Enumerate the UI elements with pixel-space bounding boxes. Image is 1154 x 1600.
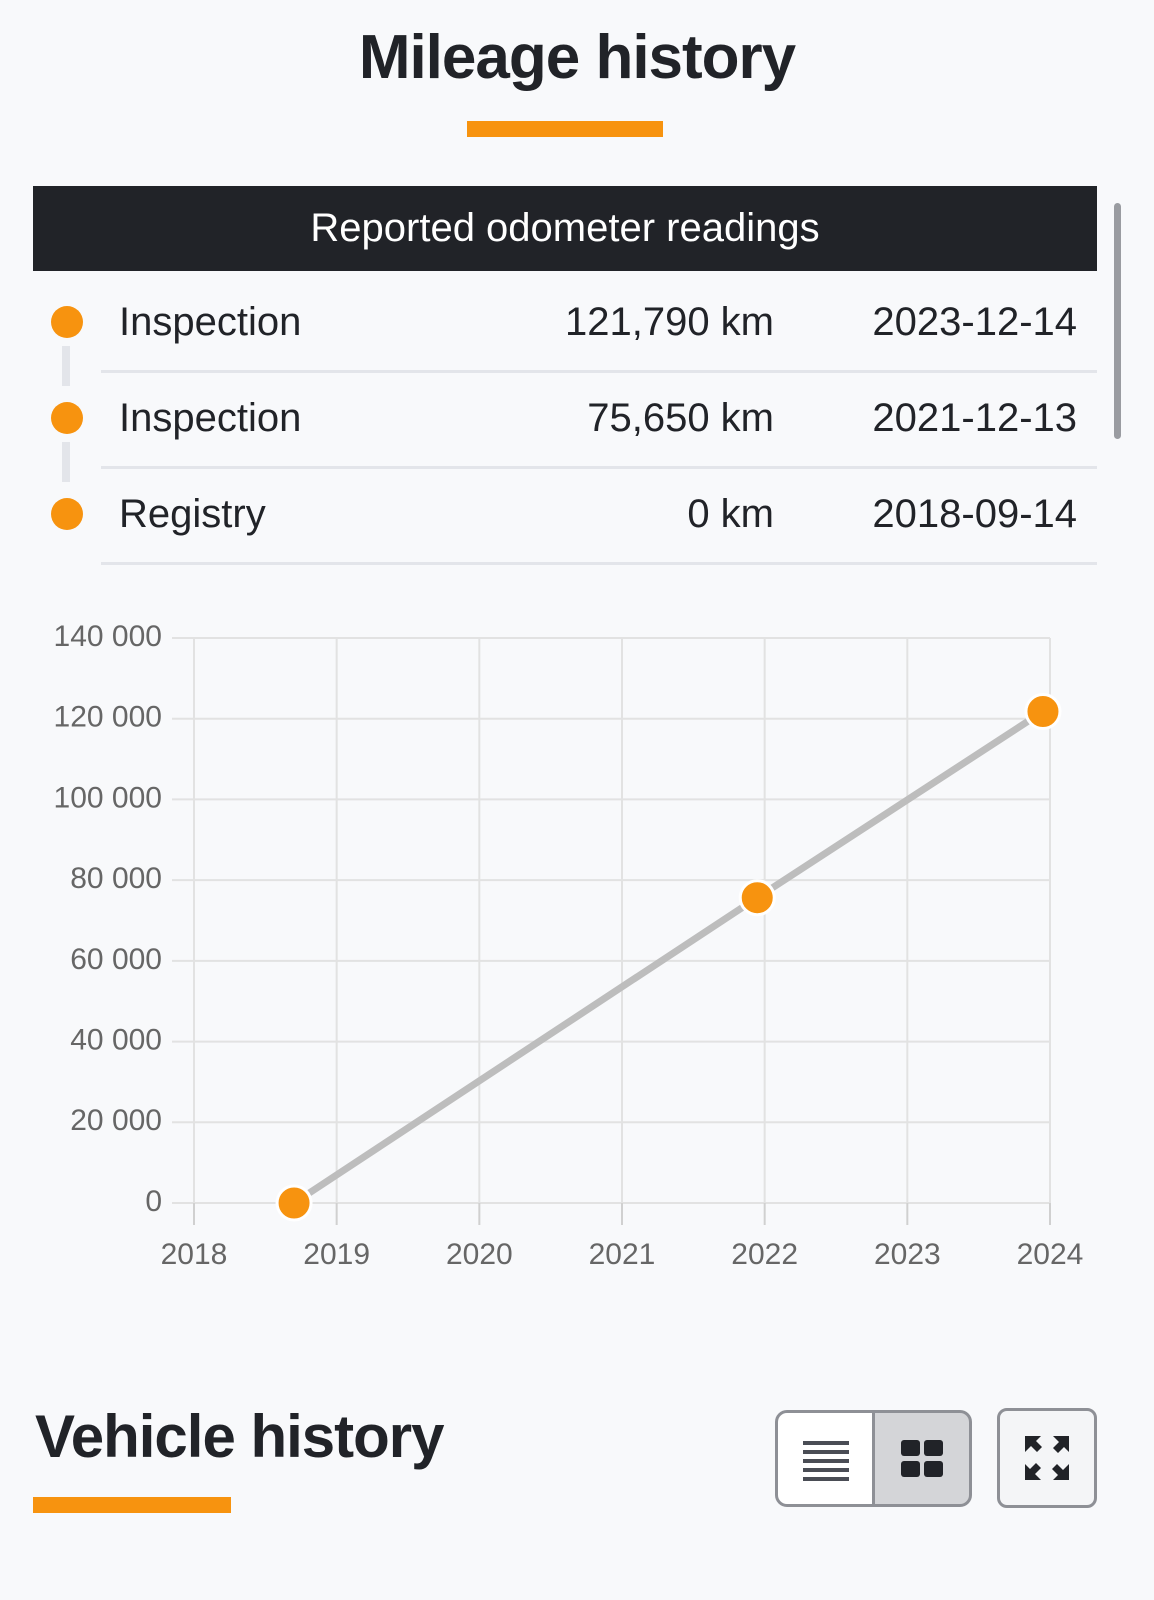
event-type: Inspection <box>119 300 302 344</box>
y-tick-label: 20 000 <box>70 1104 162 1137</box>
data-point <box>738 879 776 917</box>
grid-view-button[interactable] <box>872 1410 972 1507</box>
x-tick-label: 2022 <box>731 1238 798 1271</box>
timeline-dot <box>51 306 83 338</box>
event-type: Registry <box>119 492 266 536</box>
date: 2021-12-13 <box>872 396 1077 440</box>
scrollbar <box>1114 203 1121 439</box>
y-tick-label: 60 000 <box>70 943 162 976</box>
x-tick-label: 2024 <box>1017 1238 1084 1271</box>
data-point <box>1024 692 1062 730</box>
timeline-connector <box>62 442 70 482</box>
mileage-line <box>292 708 1045 1206</box>
data-point <box>275 1184 313 1222</box>
title-underline <box>467 121 663 137</box>
timeline-connector <box>62 346 70 386</box>
fullscreen-button[interactable] <box>997 1408 1097 1508</box>
y-tick-label: 140 000 <box>54 620 162 653</box>
x-tick-label: 2018 <box>161 1238 228 1271</box>
date: 2023-12-14 <box>872 300 1077 344</box>
mileage: 121,790 km <box>564 300 774 344</box>
mileage: 75,650 km <box>587 396 774 440</box>
table-row: Inspection 75,650 km 2021-12-13 <box>101 370 1097 469</box>
x-tick-label: 2021 <box>589 1238 656 1271</box>
table-row: Registry 0 km 2018-09-14 <box>101 466 1097 565</box>
chart: 0 20 000 40 000 60 000 80 000 100 000 120 000 1… <box>54 620 1084 1271</box>
list-icon <box>803 1441 849 1481</box>
event-type: Inspection <box>119 396 302 440</box>
page-title: Mileage history <box>358 23 796 92</box>
section-underline <box>33 1497 231 1513</box>
x-tick-label: 2020 <box>446 1238 513 1271</box>
x-tick-label: 2023 <box>874 1238 941 1271</box>
timeline-dot <box>51 402 83 434</box>
y-tick-label: 0 <box>145 1185 162 1218</box>
mileage: 0 km <box>687 492 774 536</box>
section-title: Vehicle history <box>35 1403 445 1470</box>
y-tick-label: 80 000 <box>70 862 162 895</box>
y-tick-label: 120 000 <box>54 701 162 734</box>
grid-icon <box>901 1440 943 1477</box>
x-tick-label: 2019 <box>303 1238 370 1271</box>
table-row: Inspection 121,790 km 2023-12-14 <box>101 274 1097 373</box>
table-header: Reported odometer readings <box>33 186 1097 271</box>
y-tick-label: 100 000 <box>54 781 162 814</box>
timeline-dot <box>51 498 83 530</box>
list-view-button[interactable] <box>775 1410 875 1507</box>
fullscreen-icon <box>1025 1436 1069 1480</box>
date: 2018-09-14 <box>872 492 1077 536</box>
y-tick-label: 40 000 <box>70 1023 162 1056</box>
